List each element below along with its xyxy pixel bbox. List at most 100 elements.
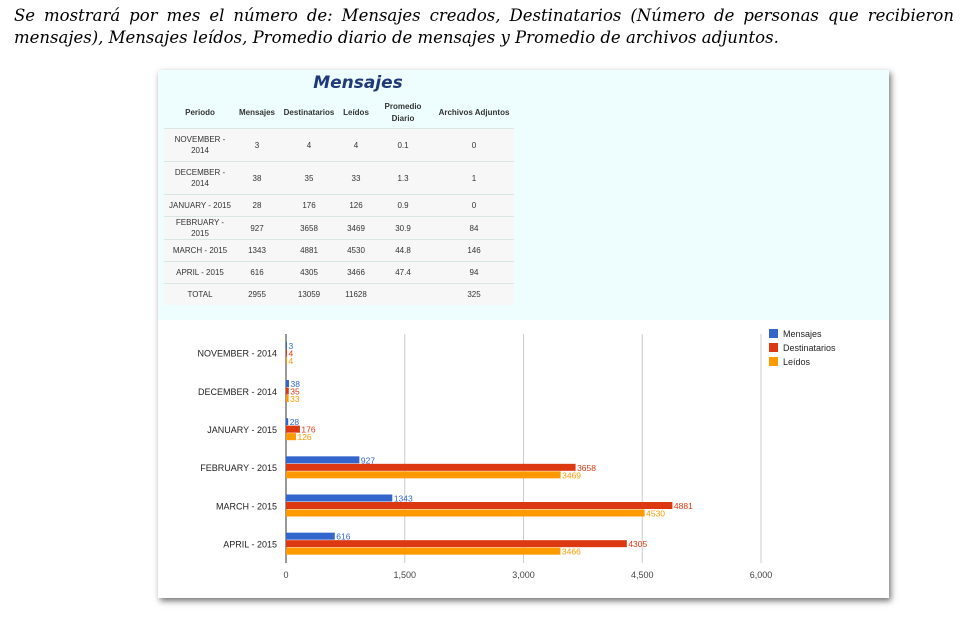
cell-archivos-adjuntos: 325	[434, 283, 514, 305]
col-header-archivos-adjuntos: Archivos Adjuntos	[438, 108, 510, 117]
report-screenshot: Mensajes Periodo Mensajes Destinatarios …	[158, 70, 889, 598]
cell-destinatarios: 3658	[278, 216, 340, 240]
data-label: 4	[289, 356, 294, 366]
legend-swatch	[769, 343, 778, 352]
category-label: APRIL - 2015	[223, 539, 277, 549]
bar-mensajes	[286, 380, 290, 387]
col-header-periodo: Periodo	[185, 108, 215, 117]
cell-promedio-diario	[372, 283, 434, 305]
cell-mensajes: 2955	[236, 283, 278, 305]
cell-leidos: 3469	[340, 216, 372, 240]
cell-archivos-adjuntos: 1	[434, 161, 514, 195]
cell-promedio-diario: 44.8	[372, 239, 434, 262]
cell-period: NOVEMBER - 2014	[164, 128, 236, 162]
table-row: FEBRUARY - 2015 927 3658 3469 30.9 84	[164, 216, 514, 240]
data-label: 126	[297, 432, 311, 442]
data-label: 4305	[628, 539, 647, 549]
data-label: 616	[336, 532, 350, 542]
x-tick-label: 4,500	[631, 570, 654, 580]
x-tick-label: 6,000	[750, 570, 773, 580]
messages-table: Periodo Mensajes Destinatarios Leídos Pr…	[164, 98, 514, 305]
cell-archivos-adjuntos: 146	[434, 239, 514, 262]
cell-destinatarios: 35	[278, 161, 340, 195]
table-total-row: TOTAL 2955 13059 11628 325	[164, 283, 514, 305]
data-label: 4	[289, 348, 294, 358]
cell-archivos-adjuntos: 0	[434, 194, 514, 217]
category-label: DECEMBER - 2014	[198, 387, 277, 397]
data-label: 3466	[562, 547, 581, 557]
cell-destinatarios: 4881	[278, 239, 340, 262]
col-header-destinatarios: Destinatarios	[283, 108, 335, 117]
table-title: Mensajes	[313, 73, 403, 93]
cell-leidos: 126	[340, 194, 372, 217]
cell-destinatarios: 176	[278, 194, 340, 217]
cell-mensajes: 1343	[236, 239, 278, 262]
data-label: 3469	[562, 470, 581, 480]
bar-mensajes	[286, 418, 289, 426]
cell-period: DECEMBER - 2014	[164, 161, 236, 195]
bar-le-dos	[286, 547, 561, 555]
bar-destinatarios	[286, 502, 673, 509]
intro-paragraph: Se mostrará por mes el número de: Mensaj…	[14, 6, 954, 47]
cell-period: APRIL - 2015	[164, 261, 236, 284]
category-label: NOVEMBER - 2014	[197, 349, 277, 359]
cell-archivos-adjuntos: 84	[434, 216, 514, 240]
cell-leidos: 4530	[340, 239, 372, 262]
cell-period: FEBRUARY - 2015	[164, 216, 236, 240]
legend-swatch	[769, 357, 778, 366]
cell-period: JANUARY - 2015	[164, 194, 236, 217]
x-tick-label: 0	[283, 570, 288, 580]
cell-mensajes: 38	[236, 161, 278, 195]
bar-mensajes	[286, 494, 393, 502]
data-label: 1343	[394, 494, 413, 504]
cell-destinatarios: 13059	[278, 283, 340, 305]
cell-promedio-diario: 0.9	[372, 194, 434, 217]
data-label: 33	[290, 394, 300, 404]
bar-destinatarios	[286, 349, 287, 357]
col-header-mensajes: Mensajes	[238, 108, 276, 117]
legend-label: Mensajes	[783, 329, 822, 339]
table-row: NOVEMBER - 2014 3 4 4 0.1 0	[164, 128, 514, 162]
category-label: JANUARY - 2015	[207, 425, 277, 435]
messages-table-panel: Mensajes Periodo Mensajes Destinatarios …	[158, 70, 889, 320]
data-label: 927	[361, 455, 375, 465]
bar-mensajes	[286, 456, 360, 464]
bar-le-dos	[286, 395, 289, 402]
cell-leidos: 4	[340, 128, 372, 162]
table-row: APRIL - 2015 616 4305 3466 47.4 94	[164, 261, 514, 284]
table-row: MARCH - 2015 1343 4881 4530 44.8 146	[164, 239, 514, 262]
bar-le-dos	[286, 509, 645, 517]
bar-destinatarios	[286, 463, 576, 471]
cell-destinatarios: 4305	[278, 261, 340, 284]
data-label: 38	[291, 379, 301, 389]
col-header-leidos: Leídos	[343, 108, 369, 117]
cell-mensajes: 28	[236, 194, 278, 217]
cell-mensajes: 927	[236, 216, 278, 240]
bar-le-dos	[286, 356, 287, 364]
data-label: 28	[290, 417, 300, 427]
cell-archivos-adjuntos: 94	[434, 261, 514, 284]
bar-destinatarios	[286, 387, 289, 395]
cell-promedio-diario: 0.1	[372, 128, 434, 162]
col-header-promedio-diario: Promedio Diario	[384, 102, 422, 123]
cell-leidos: 3466	[340, 261, 372, 284]
table-header-row: Periodo Mensajes Destinatarios Leídos Pr…	[164, 98, 514, 129]
cell-mensajes: 616	[236, 261, 278, 284]
data-label: 176	[301, 425, 315, 435]
cell-period: TOTAL	[164, 283, 236, 305]
cell-promedio-diario: 1.3	[372, 161, 434, 195]
data-label: 4530	[646, 509, 665, 519]
bar-destinatarios	[286, 540, 627, 548]
data-label: 4881	[674, 501, 693, 511]
legend-label: Destinatarios	[783, 343, 836, 353]
cell-promedio-diario: 30.9	[372, 216, 434, 240]
x-tick-label: 1,500	[393, 570, 416, 580]
cell-archivos-adjuntos: 0	[434, 128, 514, 162]
bar-destinatarios	[286, 425, 300, 433]
data-label: 3	[289, 341, 294, 351]
category-label: MARCH - 2015	[216, 501, 277, 511]
table-row: JANUARY - 2015 28 176 126 0.9 0	[164, 194, 514, 217]
cell-leidos: 11628	[340, 283, 372, 305]
cell-promedio-diario: 47.4	[372, 261, 434, 284]
